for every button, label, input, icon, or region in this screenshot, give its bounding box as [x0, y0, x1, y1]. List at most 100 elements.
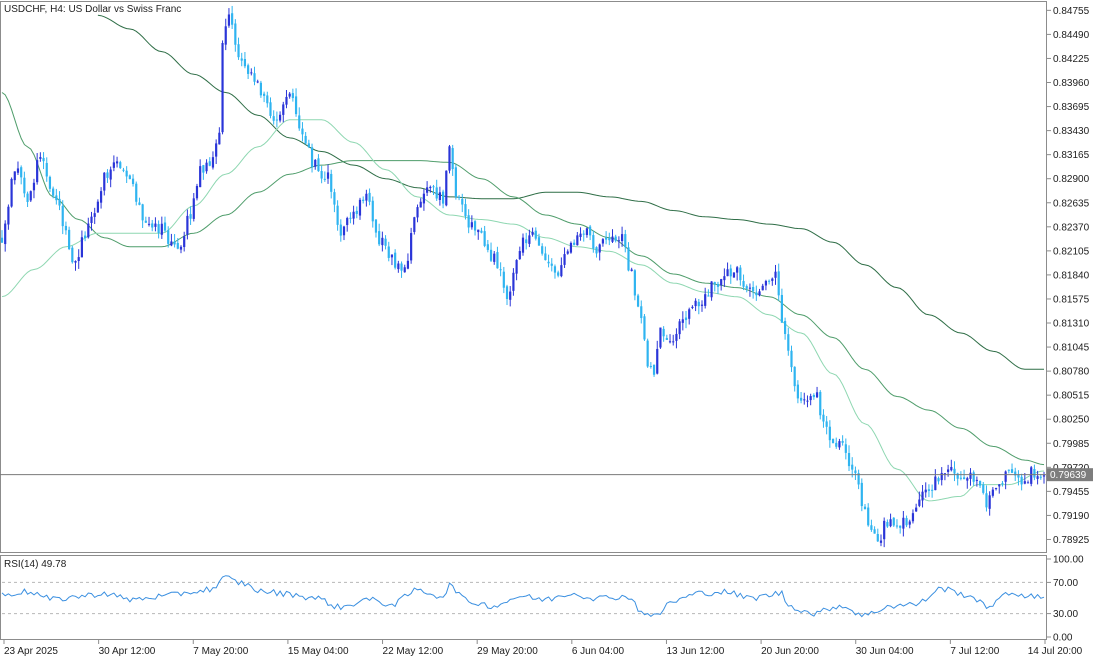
candle-body: [640, 306, 643, 319]
candle-body: [537, 237, 541, 246]
candle-body: [480, 230, 483, 233]
candle-body: [886, 521, 889, 527]
candle-body: [470, 222, 473, 228]
candle: [870, 519, 873, 532]
candle-body: [656, 348, 659, 374]
candle-body: [863, 506, 867, 510]
rsi-line: [1, 575, 1045, 618]
candle: [266, 91, 269, 108]
candle-body: [592, 235, 595, 249]
candle-body: [355, 210, 358, 214]
candle-body: [199, 166, 202, 188]
candle: [605, 231, 608, 245]
candle: [541, 243, 544, 256]
candle: [844, 438, 847, 460]
candle-body: [515, 260, 518, 274]
price-tick-label: 0.80250: [1053, 415, 1090, 426]
candle-body: [755, 292, 758, 296]
candle-body: [438, 192, 441, 201]
candle-body: [467, 215, 470, 228]
candle: [611, 229, 614, 243]
candle-body: [250, 72, 253, 74]
candle-body: [521, 237, 525, 253]
candle-body: [103, 172, 106, 191]
candle: [384, 235, 387, 250]
candle-body: [218, 132, 221, 145]
candle: [307, 139, 310, 149]
candle: [10, 177, 13, 208]
candle-body: [611, 236, 614, 242]
candle-body: [231, 13, 234, 25]
rsi-tick-label: 100.00: [1053, 555, 1084, 566]
price-tick-label: 0.84490: [1053, 30, 1090, 41]
candle-body: [493, 253, 496, 262]
candle: [630, 267, 633, 272]
candle-body: [106, 172, 109, 178]
candle-body: [994, 488, 998, 490]
candle-body: [1004, 471, 1007, 482]
candle: [592, 230, 595, 253]
time-tick-label: 7 May 20:00: [193, 646, 248, 657]
candle-body: [432, 186, 435, 188]
candle-body: [20, 167, 23, 178]
candle-body: [192, 198, 195, 219]
candle-body: [387, 246, 390, 258]
candle-body: [314, 159, 317, 167]
candle: [39, 152, 42, 162]
candle-body: [26, 193, 29, 202]
time-tick-label: 20 Jun 20:00: [761, 646, 819, 657]
candle-body: [614, 236, 617, 241]
candle: [432, 184, 435, 196]
candle-body: [854, 470, 857, 474]
price-tick-label: 0.81575: [1053, 294, 1090, 305]
candle: [560, 257, 563, 278]
candle: [672, 334, 675, 346]
candle: [566, 249, 569, 255]
candle: [589, 224, 592, 241]
candle: [470, 215, 473, 230]
candle-body: [742, 281, 745, 287]
candle-body: [211, 157, 215, 168]
candle: [563, 247, 566, 268]
candle: [13, 171, 16, 185]
candle: [780, 288, 784, 323]
candle: [1030, 465, 1033, 487]
candle-body: [819, 391, 822, 416]
candle-body: [758, 291, 761, 296]
candle: [831, 438, 835, 444]
candle-body: [416, 207, 419, 218]
candle: [931, 484, 934, 498]
candle: [940, 467, 943, 486]
price-tick-label: 0.81310: [1053, 319, 1090, 330]
candle-body: [636, 295, 640, 307]
candle: [167, 226, 170, 248]
candle-body: [579, 233, 582, 238]
candle-body: [326, 172, 330, 179]
candle: [860, 478, 863, 512]
candle: [84, 231, 87, 242]
candle-body: [620, 234, 624, 242]
candle-body: [42, 157, 45, 162]
candle: [189, 206, 192, 225]
candle: [716, 281, 720, 294]
candle: [1004, 470, 1007, 490]
candle-body: [902, 517, 905, 529]
candle: [937, 476, 940, 485]
candle: [620, 226, 624, 247]
candle-body: [771, 278, 774, 281]
candle-body: [336, 205, 339, 225]
candle-body: [704, 294, 707, 306]
candle: [403, 264, 406, 273]
rsi-axis: 100.00 70.00 30.00 0.00: [1047, 555, 1084, 644]
candle-body: [1007, 469, 1010, 471]
candle: [346, 216, 349, 232]
candle-body: [969, 472, 972, 479]
candle: [656, 340, 659, 375]
candle-body: [764, 281, 768, 286]
price-tick-label: 0.79455: [1053, 487, 1090, 498]
candle: [525, 232, 528, 250]
candle-body: [713, 282, 716, 284]
candle: [550, 258, 553, 272]
candle: [889, 513, 892, 528]
